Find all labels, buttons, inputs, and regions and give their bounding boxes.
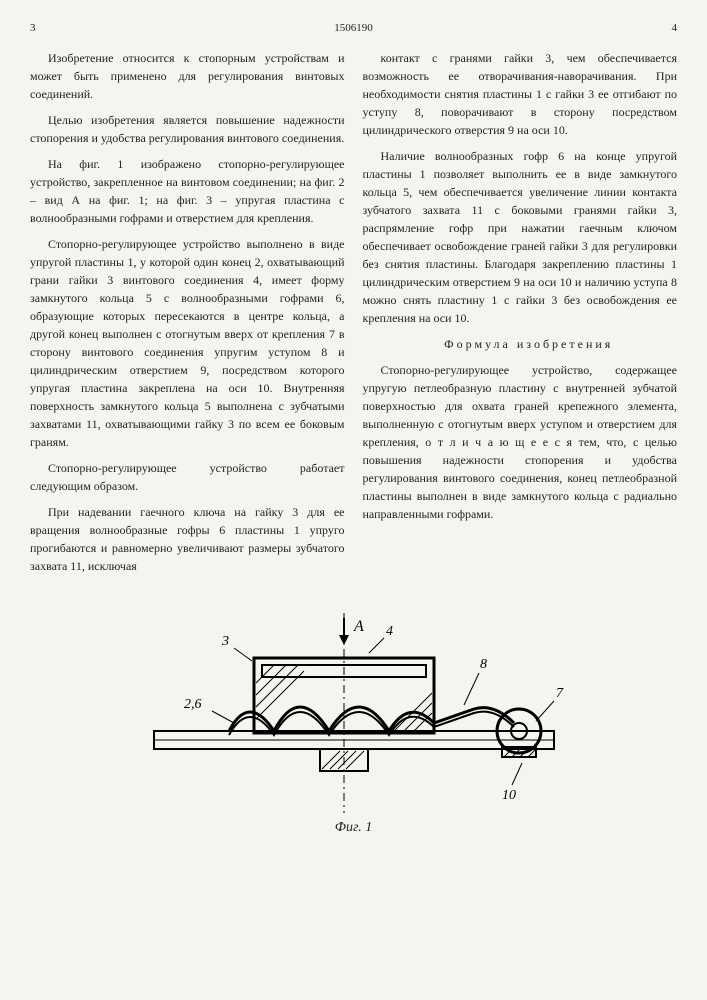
label-8: 8 [480,657,487,672]
para: Стопорно-регулирующее устройство работае… [30,459,345,495]
doc-number: 1506190 [36,20,672,37]
para: При надевании гаечного ключа на гайку 3 … [30,503,345,575]
para: Стопорно-регулирующее устройство, содерж… [363,361,678,523]
figure-svg: A 4 3 2,6 [134,613,574,813]
para: Изобретение относится к стопорным устрой… [30,49,345,103]
para: Наличие волнообразных гофр 6 на конце уп… [363,147,678,327]
left-column: Изобретение относится к стопорным устрой… [30,49,345,583]
label-A: A [353,618,364,635]
page-header: 3 1506190 4 [30,20,677,37]
right-column: контакт с гранями гайки 3, чем обеспечив… [363,49,678,583]
label-7: 7 [556,686,564,701]
label-4: 4 [386,624,393,639]
para: Стопорно-регулирующее устройство выполне… [30,235,345,451]
label-10: 10 [502,788,516,803]
para: На фиг. 1 изображено стопорно-регулирующ… [30,155,345,227]
figure-caption: Фиг. 1 [30,817,677,838]
label-2-6: 2,6 [184,697,202,712]
page-right: 4 [672,20,678,37]
para: контакт с гранями гайки 3, чем обеспечив… [363,49,678,139]
figure-1: A 4 3 2,6 [30,613,677,838]
label-3: 3 [221,634,229,649]
two-column-layout: Изобретение относится к стопорным устрой… [30,49,677,583]
formula-title: Формула изобретения [363,335,678,353]
para: Целью изобретения является повышение над… [30,111,345,147]
